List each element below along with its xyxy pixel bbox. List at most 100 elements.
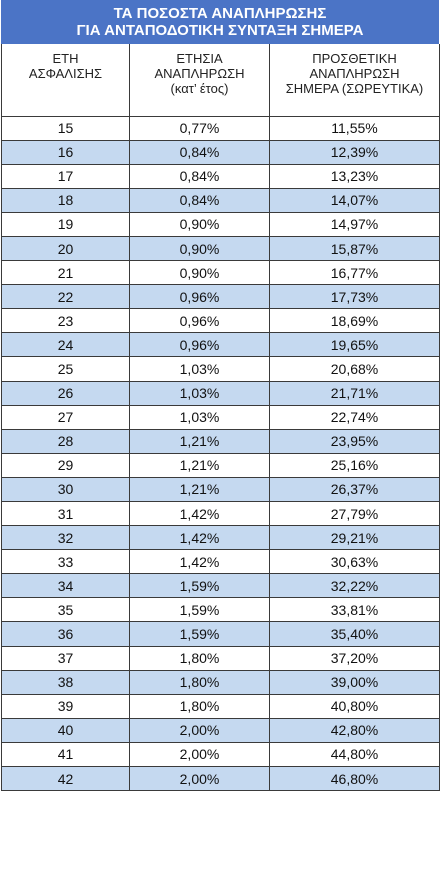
cell-annual-rate: 1,21% bbox=[129, 428, 270, 454]
cell-annual-rate: 1,21% bbox=[129, 476, 270, 503]
cell-years: 21 bbox=[1, 260, 130, 286]
cell-annual-rate: 0,96% bbox=[129, 284, 270, 310]
table-row: 27 1,03% 22,74% bbox=[1, 404, 440, 430]
cell-cumulative-rate: 32,22% bbox=[269, 573, 440, 599]
table-row: 42 2,00% 46,80% bbox=[1, 766, 440, 792]
cell-annual-rate: 1,21% bbox=[129, 452, 270, 478]
cell-cumulative-rate: 44,80% bbox=[269, 741, 440, 768]
table-row: 35 1,59% 33,81% bbox=[1, 597, 440, 623]
cell-cumulative-rate: 23,95% bbox=[269, 428, 440, 454]
cell-annual-rate: 1,59% bbox=[129, 573, 270, 599]
cell-annual-rate: 0,90% bbox=[129, 260, 270, 286]
cell-annual-rate: 1,80% bbox=[129, 645, 270, 671]
cell-annual-rate: 1,80% bbox=[129, 669, 270, 695]
cell-annual-rate: 1,03% bbox=[129, 380, 270, 406]
table-row: 36 1,59% 35,40% bbox=[1, 621, 440, 647]
header-text: ΣΗΜΕΡΑ (ΣΩΡΕΥΤΙΚΑ) bbox=[285, 81, 424, 96]
table-row: 40 2,00% 42,80% bbox=[1, 717, 440, 743]
header-text: (κατ’ έτος) bbox=[170, 81, 229, 96]
table-row: 16 0,84% 12,39% bbox=[1, 139, 440, 165]
table-row: 17 0,84% 13,23% bbox=[1, 163, 440, 189]
cell-annual-rate: 1,42% bbox=[129, 549, 270, 575]
cell-years: 22 bbox=[1, 284, 130, 310]
cell-years: 28 bbox=[1, 428, 130, 454]
replacement-rates-table: ΕΤΗ ΑΣΦΑΛΙΣΗΣ ΕΤΗΣΙΑ ΑΝΑΠΛΗΡΩΣΗ (κατ’ έτ… bbox=[1, 44, 440, 792]
cell-cumulative-rate: 42,80% bbox=[269, 717, 440, 743]
header-years-of-insurance: ΕΤΗ ΑΣΦΑΛΙΣΗΣ bbox=[1, 44, 130, 117]
cell-annual-rate: 0,96% bbox=[129, 308, 270, 334]
cell-cumulative-rate: 14,07% bbox=[269, 187, 440, 213]
cell-years: 16 bbox=[1, 139, 130, 165]
cell-years: 38 bbox=[1, 669, 130, 695]
header-row: ΕΤΗ ΑΣΦΑΛΙΣΗΣ ΕΤΗΣΙΑ ΑΝΑΠΛΗΡΩΣΗ (κατ’ έτ… bbox=[1, 44, 440, 117]
cell-years: 30 bbox=[1, 476, 130, 503]
cell-years: 34 bbox=[1, 573, 130, 599]
table-row: 18 0,84% 14,07% bbox=[1, 187, 440, 213]
cell-annual-rate: 0,77% bbox=[129, 115, 270, 141]
cell-years: 40 bbox=[1, 717, 130, 743]
table-row: 37 1,80% 37,20% bbox=[1, 645, 440, 671]
cell-cumulative-rate: 46,80% bbox=[269, 766, 440, 792]
table-row: 28 1,21% 23,95% bbox=[1, 428, 440, 454]
table-row: 29 1,21% 25,16% bbox=[1, 452, 440, 478]
header-annual-replacement: ΕΤΗΣΙΑ ΑΝΑΠΛΗΡΩΣΗ (κατ’ έτος) bbox=[129, 44, 270, 117]
cell-annual-rate: 0,90% bbox=[129, 235, 270, 262]
cell-annual-rate: 2,00% bbox=[129, 741, 270, 768]
cell-cumulative-rate: 30,63% bbox=[269, 549, 440, 575]
table-row: 31 1,42% 27,79% bbox=[1, 500, 440, 527]
cell-cumulative-rate: 16,77% bbox=[269, 260, 440, 286]
table-body: 15 0,77% 11,55% 16 0,84% 12,39% 17 0,84% 13,23% 1… bbox=[1, 115, 440, 792]
cell-annual-rate: 0,84% bbox=[129, 163, 270, 189]
cell-years: 36 bbox=[1, 621, 130, 647]
cell-annual-rate: 1,03% bbox=[129, 356, 270, 382]
cell-years: 31 bbox=[1, 500, 130, 527]
cell-annual-rate: 1,42% bbox=[129, 500, 270, 527]
cell-annual-rate: 1,80% bbox=[129, 693, 270, 719]
cell-years: 41 bbox=[1, 741, 130, 768]
table-row: 38 1,80% 39,00% bbox=[1, 669, 440, 695]
cell-cumulative-rate: 17,73% bbox=[269, 284, 440, 310]
header-text: ΑΣΦΑΛΙΣΗΣ bbox=[28, 66, 103, 81]
cell-years: 26 bbox=[1, 380, 130, 406]
cell-cumulative-rate: 20,68% bbox=[269, 356, 440, 382]
cell-cumulative-rate: 14,97% bbox=[269, 211, 440, 237]
cell-cumulative-rate: 26,37% bbox=[269, 476, 440, 503]
table-row: 25 1,03% 20,68% bbox=[1, 356, 440, 382]
cell-cumulative-rate: 33,81% bbox=[269, 597, 440, 623]
table-row: 32 1,42% 29,21% bbox=[1, 525, 440, 551]
cell-cumulative-rate: 22,74% bbox=[269, 404, 440, 430]
cell-annual-rate: 0,90% bbox=[129, 211, 270, 237]
cell-cumulative-rate: 19,65% bbox=[269, 332, 440, 358]
cell-years: 33 bbox=[1, 549, 130, 575]
cell-cumulative-rate: 12,39% bbox=[269, 139, 440, 165]
table-row: 19 0,90% 14,97% bbox=[1, 211, 440, 237]
cell-cumulative-rate: 35,40% bbox=[269, 621, 440, 647]
cell-annual-rate: 1,03% bbox=[129, 404, 270, 430]
cell-cumulative-rate: 27,79% bbox=[269, 500, 440, 527]
cell-cumulative-rate: 13,23% bbox=[269, 163, 440, 189]
header-text: ΑΝΑΠΛΗΡΩΣΗ bbox=[309, 66, 400, 81]
cell-years: 19 bbox=[1, 211, 130, 237]
rates-table-container: ΤΑ ΠΟΣΟΣΤΑ ΑΝΑΠΛΗΡΩΣΗΣ ΓΙΑ ΑΝΤΑΠΟΔΟΤΙΚΗ … bbox=[1, 0, 440, 792]
cell-annual-rate: 2,00% bbox=[129, 766, 270, 792]
table-row: 41 2,00% 44,80% bbox=[1, 741, 440, 768]
cell-cumulative-rate: 15,87% bbox=[269, 235, 440, 262]
title-line-2: ΓΙΑ ΑΝΤΑΠΟΔΟΤΙΚΗ ΣΥΝΤΑΞΗ ΣΗΜΕΡΑ bbox=[76, 22, 364, 39]
cell-annual-rate: 2,00% bbox=[129, 717, 270, 743]
cell-years: 18 bbox=[1, 187, 130, 213]
cell-years: 17 bbox=[1, 163, 130, 189]
cell-years: 35 bbox=[1, 597, 130, 623]
cell-cumulative-rate: 21,71% bbox=[269, 380, 440, 406]
header-text: ΕΤΗ bbox=[52, 51, 79, 66]
table-row: 30 1,21% 26,37% bbox=[1, 476, 440, 503]
cell-years: 39 bbox=[1, 693, 130, 719]
cell-annual-rate: 1,59% bbox=[129, 621, 270, 647]
table-row: 23 0,96% 18,69% bbox=[1, 308, 440, 334]
table-row: 15 0,77% 11,55% bbox=[1, 115, 440, 141]
table-row: 33 1,42% 30,63% bbox=[1, 549, 440, 575]
cell-annual-rate: 1,42% bbox=[129, 525, 270, 551]
table-row: 22 0,96% 17,73% bbox=[1, 284, 440, 310]
table-row: 20 0,90% 15,87% bbox=[1, 235, 440, 262]
header-cumulative-replacement: ΠΡΟΣΘΕΤΙΚΗ ΑΝΑΠΛΗΡΩΣΗ ΣΗΜΕΡΑ (ΣΩΡΕΥΤΙΚΑ) bbox=[269, 44, 440, 117]
cell-annual-rate: 0,96% bbox=[129, 332, 270, 358]
